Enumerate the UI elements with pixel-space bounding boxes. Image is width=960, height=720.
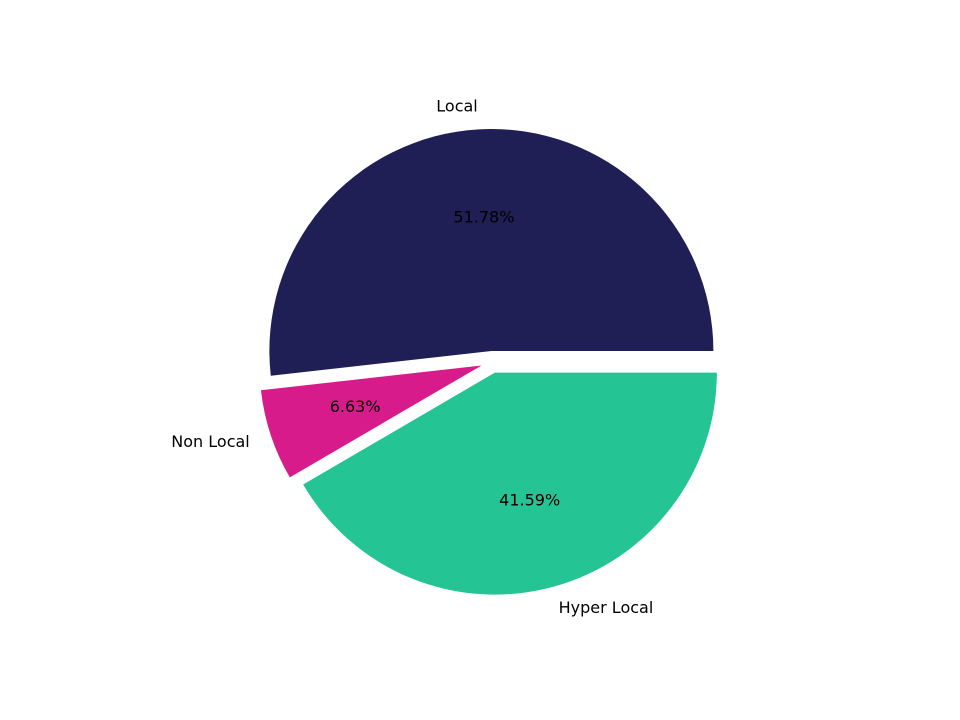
- slice-label: Local: [436, 97, 477, 116]
- pie-slice: [260, 365, 482, 478]
- percent-label: 41.59%: [499, 491, 560, 510]
- slice-label: Non Local: [171, 432, 249, 451]
- percent-label: 6.63%: [330, 397, 381, 416]
- pie-slice: [303, 372, 717, 595]
- slice-label: Hyper Local: [559, 598, 654, 617]
- percent-label: 51.78%: [453, 208, 514, 227]
- pie-slice: [269, 129, 714, 376]
